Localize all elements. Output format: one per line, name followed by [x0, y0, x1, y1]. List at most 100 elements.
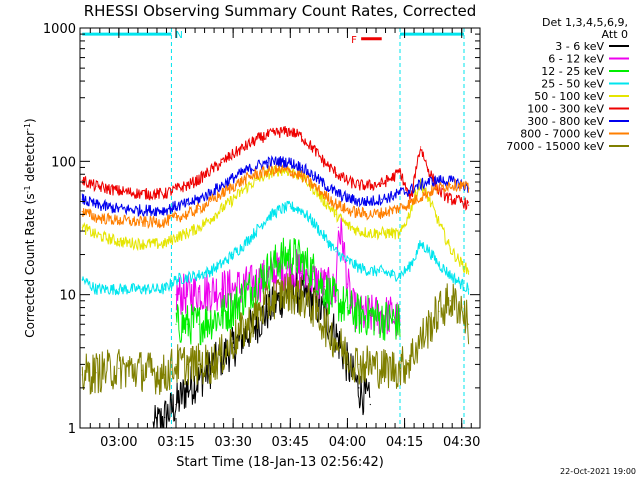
- point-7000-15000-kev-14: [278, 294, 280, 296]
- point-12-25-kev-8: [209, 319, 211, 321]
- point-300-800-kev-28: [426, 181, 428, 183]
- point-25-50-kev-28: [420, 243, 422, 245]
- point-50-100-kev-31: [449, 248, 451, 250]
- point-25-50-kev-32: [461, 283, 463, 285]
- point-25-50-kev-25: [399, 274, 401, 276]
- point-50-100-kev-10: [232, 198, 234, 200]
- y-tick-label-3: 1000: [43, 22, 76, 37]
- point-7000-15000-kev-24: [392, 367, 394, 369]
- point-25-50-kev-1: [95, 288, 97, 290]
- point-25-50-kev-22: [369, 270, 371, 272]
- point-25-50-kev-14: [278, 209, 280, 211]
- point-7000-15000-kev-6: [186, 363, 188, 365]
- point-100-300-kev-25: [399, 170, 401, 172]
- point-12-25-kev-12: [255, 283, 257, 285]
- legend-label-100-300-kev: 100 - 300 keV: [527, 103, 604, 116]
- point-25-50-kev-31: [449, 274, 451, 276]
- point-3-6-kev-9: [255, 323, 257, 325]
- point-800-7000-kev-28: [426, 192, 428, 194]
- point-50-100-kev-7: [198, 226, 200, 228]
- point-7000-15000-kev-0: [81, 374, 83, 376]
- point-800-7000-kev-5: [175, 216, 177, 218]
- point-50-100-kev-26: [408, 213, 410, 215]
- point-50-100-kev-30: [438, 221, 440, 223]
- point-800-7000-kev-0: [81, 211, 83, 213]
- series-25-50-kev: [81, 200, 470, 296]
- point-800-7000-kev-2: [118, 219, 120, 222]
- point-300-800-kev-23: [381, 198, 383, 200]
- point-800-7000-kev-20: [346, 209, 348, 211]
- point-100-300-kev-30: [426, 166, 428, 168]
- point-25-50-kev-5: [175, 278, 177, 281]
- point-7000-15000-kev-25: [399, 367, 401, 369]
- point-100-300-kev-16: [301, 136, 303, 138]
- legend-label-50-100-kev: 50 - 100 keV: [534, 90, 604, 103]
- legend-label-800-7000-kev: 800 - 7000 keV: [520, 128, 604, 141]
- point-7000-15000-kev-1: [95, 372, 97, 374]
- point-300-800-kev-11: [244, 170, 246, 172]
- point-100-300-kev-28: [415, 166, 417, 168]
- point-800-7000-kev-6: [186, 213, 188, 215]
- point-12-25-kev-18: [324, 288, 326, 290]
- x-tick-label-0: 03:00: [100, 435, 137, 450]
- point-300-800-kev-29: [438, 179, 440, 181]
- point-300-800-kev-5: [175, 205, 177, 207]
- point-12-25-kev-16: [301, 260, 303, 262]
- point-7000-15000-kev-27: [415, 347, 417, 349]
- y-tick-label-1: 10: [59, 289, 76, 304]
- point-800-7000-kev-24: [392, 209, 394, 211]
- point-25-50-kev-12: [255, 230, 257, 232]
- legend-header-2: Att 0: [602, 28, 628, 41]
- point-100-300-kev-10: [232, 153, 234, 155]
- point-25-50-kev-15: [289, 205, 291, 207]
- point-300-800-kev-25: [399, 192, 401, 194]
- point-3-6-kev-1: [164, 416, 166, 418]
- point-25-50-kev-9: [221, 263, 223, 265]
- x-tick-label-5: 04:15: [386, 435, 423, 450]
- point-50-100-kev-27: [415, 192, 417, 194]
- point-6-12-kev-16: [312, 278, 314, 281]
- point-25-50-kev-2: [118, 288, 120, 290]
- point-300-800-kev-13: [266, 161, 268, 164]
- point-50-100-kev-0: [81, 226, 83, 228]
- point-3-6-kev-19: [369, 403, 371, 406]
- chart-title: RHESSI Observing Summary Count Rates, Co…: [84, 2, 477, 20]
- point-50-100-kev-1: [95, 234, 97, 236]
- point-12-25-kev-17: [312, 270, 314, 272]
- point-300-800-kev-24: [392, 195, 394, 197]
- point-100-300-kev-33: [461, 200, 463, 203]
- point-12-25-kev-24: [392, 319, 394, 321]
- flag-label-n: N: [175, 30, 182, 41]
- point-100-300-kev-13: [266, 134, 268, 136]
- point-3-6-kev-10: [266, 310, 268, 312]
- point-12-25-kev-6: [186, 323, 188, 325]
- point-300-800-kev-15: [289, 161, 291, 164]
- point-25-50-kev-7: [198, 274, 200, 276]
- point-6-12-kev-9: [232, 288, 234, 290]
- point-25-50-kev-0: [81, 278, 83, 281]
- point-7000-15000-kev-20: [346, 354, 348, 357]
- point-7000-15000-kev-32: [468, 323, 470, 325]
- point-100-300-kev-9: [221, 161, 223, 164]
- point-300-800-kev-16: [301, 166, 303, 168]
- point-800-7000-kev-21: [358, 212, 360, 214]
- legend-label-25-50-kev: 25 - 50 keV: [541, 78, 604, 91]
- point-100-300-kev-26: [406, 190, 408, 192]
- point-300-800-kev-2: [118, 208, 120, 210]
- point-12-25-kev-23: [381, 319, 383, 321]
- point-300-800-kev-30: [449, 180, 451, 182]
- point-300-800-kev-10: [232, 177, 234, 179]
- point-7000-15000-kev-16: [301, 297, 303, 299]
- point-50-100-kev-5: [175, 236, 177, 238]
- point-7000-15000-kev-15: [289, 291, 291, 293]
- point-6-12-kev-8: [221, 288, 223, 290]
- point-800-7000-kev-11: [244, 179, 246, 181]
- point-7000-15000-kev-18: [324, 323, 326, 325]
- point-50-100-kev-6: [186, 232, 188, 234]
- point-100-300-kev-1: [95, 185, 97, 187]
- point-3-6-kev-2: [175, 403, 177, 406]
- point-100-300-kev-4: [164, 193, 166, 195]
- point-50-100-kev-2: [118, 241, 120, 243]
- point-3-6-kev-4: [198, 379, 200, 381]
